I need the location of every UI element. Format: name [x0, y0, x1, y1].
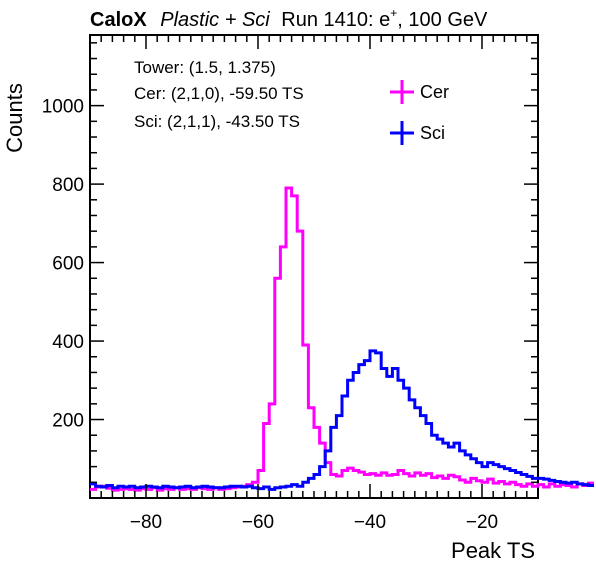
y-tick-label: 1000 [42, 97, 84, 118]
x-tick-label: −20 [466, 512, 498, 533]
title-superscript: + [390, 6, 397, 20]
x-tick-label: −40 [354, 512, 386, 533]
series-layer [90, 186, 594, 492]
annotation-box: Tower: (1.5, 1.375) Cer: (2,1,0), -59.50… [134, 58, 304, 131]
title-italic: Plastic + Sci [160, 9, 270, 31]
title-plain: Run 1410: e [281, 9, 390, 31]
x-tick-label: −80 [130, 512, 162, 533]
y-axis-title: Counts [2, 83, 27, 153]
x-tick-label: −60 [242, 512, 274, 533]
chart-title: CaloX Plastic + Sci Run 1410: e+, 100 Ge… [90, 6, 488, 31]
y-tick-label: 200 [52, 411, 84, 432]
series-line-sci [90, 349, 594, 491]
ticks-layer: −80 −60 −40 −20 200 400 600 800 1000 [42, 35, 539, 533]
y-tick-label: 600 [52, 254, 84, 275]
legend: Cer Sci [390, 80, 449, 145]
title-tail: , 100 GeV [397, 9, 488, 31]
x-axis-title: Peak TS [451, 538, 535, 563]
legend-cer-label: Cer [420, 82, 449, 102]
legend-sci-label: Sci [420, 123, 445, 143]
y-tick-label: 400 [52, 332, 84, 353]
annotation-sci: Sci: (2,1,1), -43.50 TS [134, 112, 300, 131]
y-tick-label: 800 [52, 175, 84, 196]
annotation-tower: Tower: (1.5, 1.375) [134, 58, 276, 77]
title-bold: CaloX [90, 9, 147, 31]
annotation-cer: Cer: (2,1,0), -59.50 TS [134, 84, 304, 103]
series-line-cer [90, 186, 594, 492]
